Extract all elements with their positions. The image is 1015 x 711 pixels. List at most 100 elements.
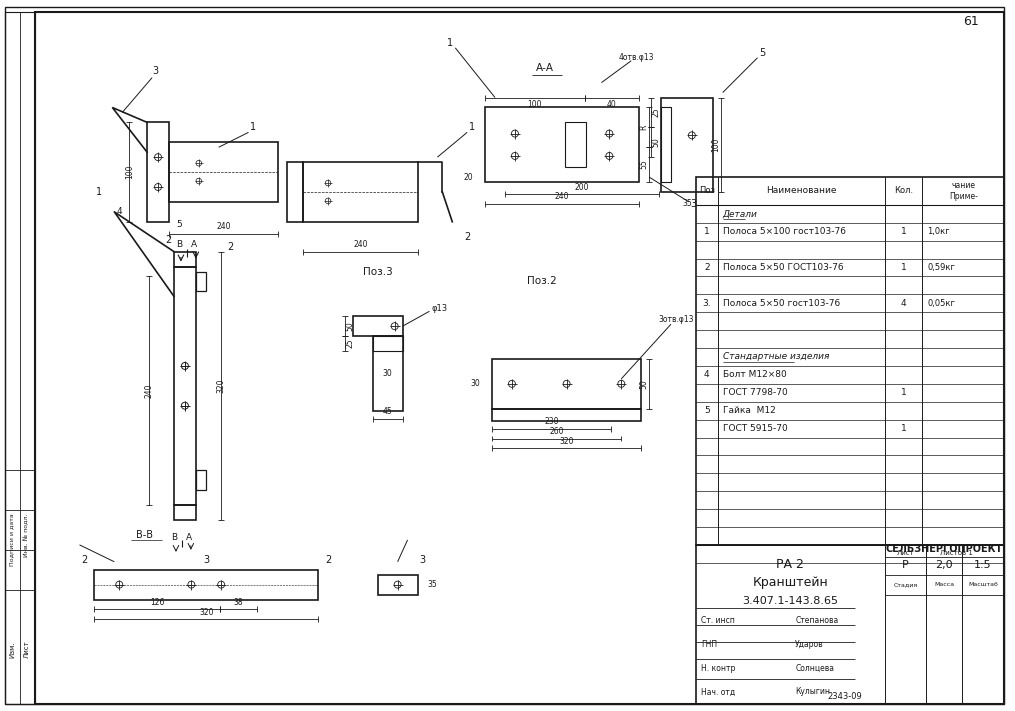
Bar [492,409,641,421]
Text: 5: 5 [703,406,709,415]
Text: А-А: А-А [536,63,554,73]
Bar [696,177,1004,545]
Bar [174,505,196,520]
Text: ГОСТ 5915-70: ГОСТ 5915-70 [723,424,788,433]
Text: А: А [191,240,197,249]
Text: В-В: В-В [136,530,152,540]
Text: Солнцева: Солнцева [795,663,834,673]
Text: 30: 30 [470,380,480,388]
Text: Поз.3: Поз.3 [363,267,393,277]
Text: 320: 320 [216,378,225,393]
Text: Н. контр: Н. контр [700,663,735,673]
Text: 2: 2 [704,263,709,272]
Text: 2: 2 [325,555,331,565]
Text: 1,0кг: 1,0кг [928,228,950,236]
Text: чание: чание [951,181,975,190]
Text: Масса: Масса [934,582,954,587]
Text: 1:5: 1:5 [974,560,992,570]
Text: 35: 35 [427,580,437,589]
Text: В: В [171,533,177,542]
Text: 40: 40 [607,100,617,109]
Text: φ13: φ13 [431,304,448,313]
Text: 5: 5 [176,220,182,229]
Bar [287,162,303,222]
Text: 25: 25 [345,338,354,348]
Bar [174,267,196,505]
Text: Кол.: Кол. [894,186,914,196]
Text: Гайка  М12: Гайка М12 [723,406,775,415]
Text: 2343-09: 2343-09 [827,693,863,702]
Bar [147,122,168,222]
Text: 1: 1 [469,122,475,132]
Bar [485,107,639,182]
Text: Полоса 5×50 гост103-76: Полоса 5×50 гост103-76 [723,299,840,308]
Text: 4: 4 [900,299,906,308]
Bar [373,336,403,351]
Bar [378,574,417,594]
Text: А: А [186,533,192,542]
Text: 260: 260 [549,427,564,436]
Bar [174,252,196,267]
Text: 200: 200 [574,183,590,191]
Text: Лист: Лист [896,550,915,556]
Text: Приме-: Приме- [949,193,977,201]
Text: Изм.: Изм. [9,641,15,658]
Text: Нач. отд: Нач. отд [700,688,735,697]
Bar [373,336,403,411]
Text: Поз: Поз [698,186,715,196]
Text: Стандартные изделия: Стандартные изделия [723,353,829,361]
Text: 50: 50 [345,321,354,331]
Text: Лист: Лист [23,641,29,658]
Text: 61: 61 [963,15,979,28]
Bar [564,122,587,167]
Text: 4: 4 [117,208,122,216]
Text: 320: 320 [199,608,213,617]
Text: 240: 240 [216,223,230,231]
Text: 100: 100 [125,165,134,179]
Text: 38: 38 [233,598,244,607]
Bar [168,142,278,202]
Text: Болт М12×80: Болт М12×80 [723,370,787,380]
Bar [196,272,206,292]
Text: 240: 240 [353,240,367,249]
Text: 1: 1 [96,187,103,197]
Bar [5,12,35,704]
Text: СЕЛЬЗНЕРГОПРОЕКТ: СЕЛЬЗНЕРГОПРОЕКТ [886,544,1003,554]
Text: Поз.2: Поз.2 [527,277,556,287]
Text: Полоса 5×100 гост103-76: Полоса 5×100 гост103-76 [723,228,845,236]
Text: 50: 50 [652,137,661,147]
Text: 3.: 3. [702,299,712,308]
Text: 126: 126 [150,598,164,607]
Text: 1: 1 [900,228,906,236]
Text: Кулыгин: Кулыгин [795,688,830,697]
Bar [696,545,1004,704]
Text: 45: 45 [383,407,393,416]
Text: 100: 100 [528,100,542,109]
Text: Наименование: Наименование [766,186,836,196]
Text: 3: 3 [691,199,697,209]
Text: 2,0: 2,0 [936,560,953,570]
Text: Детали: Детали [723,209,757,218]
Text: 50: 50 [639,379,649,389]
Text: 240: 240 [555,193,569,201]
Text: ГОСТ 7798-70: ГОСТ 7798-70 [723,388,788,397]
Text: 3: 3 [419,555,425,565]
Bar [303,162,417,222]
Text: 1: 1 [251,122,257,132]
Text: 3: 3 [152,65,158,75]
Text: 3: 3 [203,555,209,565]
Text: Степанова: Степанова [795,616,838,625]
Text: R: R [639,124,649,130]
Text: Ударов: Ударов [795,640,824,648]
Bar [661,107,671,182]
Text: 1: 1 [448,38,454,48]
Text: РА 2: РА 2 [776,558,804,571]
Text: 1: 1 [900,388,906,397]
Text: 2: 2 [227,242,233,252]
Bar [94,570,318,599]
Text: Полоса 5×50 ГОСТ103-76: Полоса 5×50 ГОСТ103-76 [723,263,843,272]
Text: 240: 240 [144,383,153,398]
Bar [353,316,403,336]
Bar [661,97,713,192]
Text: 2: 2 [164,235,172,245]
